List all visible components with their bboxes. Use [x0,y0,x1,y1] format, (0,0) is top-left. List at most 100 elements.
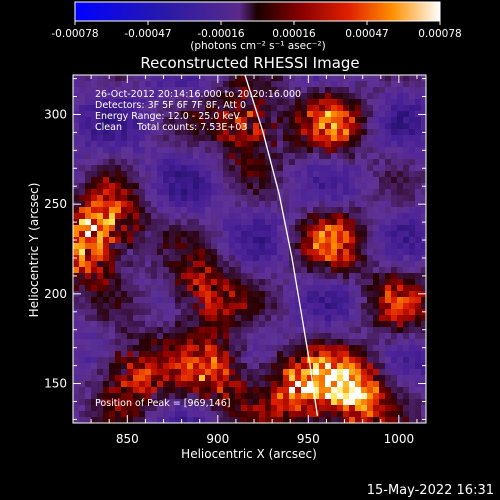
heatmap-cell [97,375,103,381]
heatmap-cell [319,147,325,153]
heatmap-cell [325,399,331,405]
heatmap-cell [409,219,415,225]
heatmap-cell [229,375,235,381]
heatmap-cell [217,339,223,345]
heatmap-cell [229,393,235,399]
heatmap-cell [223,261,229,267]
heatmap-cell [307,267,313,273]
heatmap-cell [397,345,403,351]
heatmap-cell [103,105,109,111]
heatmap-cell [355,399,361,405]
heatmap-cell [277,135,283,141]
heatmap-cell [301,261,307,267]
heatmap-cell [409,339,415,345]
heatmap-cell [133,381,139,387]
heatmap-cell [151,87,157,93]
heatmap-cell [247,237,253,243]
heatmap-cell [313,375,319,381]
heatmap-cell [277,339,283,345]
heatmap-cell [409,201,415,207]
heatmap-cell [349,147,355,153]
heatmap-cell [235,237,241,243]
heatmap-cell [151,255,157,261]
heatmap-cell [127,351,133,357]
heatmap-cell [409,237,415,243]
heatmap-cell [325,159,331,165]
heatmap-cell [103,75,109,81]
heatmap-cell [121,243,127,249]
heatmap-cell [85,141,91,147]
heatmap-cell [241,219,247,225]
heatmap-cell [103,81,109,87]
heatmap-cell [355,309,361,315]
heatmap-cell [397,357,403,363]
heatmap-cell [379,111,385,117]
heatmap-cell [169,231,175,237]
heatmap-cell [157,225,163,231]
heatmap-cell [241,117,247,123]
heatmap-cell [265,321,271,327]
heatmap-cell [373,333,379,339]
heatmap-cell [235,291,241,297]
heatmap-cell [229,315,235,321]
heatmap-cell [199,177,205,183]
heatmap-cell [295,117,301,123]
heatmap-cell [103,111,109,117]
heatmap-cell [331,381,337,387]
heatmap-cell [259,183,265,189]
heatmap-cell [385,171,391,177]
heatmap-cell [259,105,265,111]
heatmap-cell [205,363,211,369]
heatmap-cell [379,213,385,219]
heatmap-cell [175,243,181,249]
heatmap-cell [349,369,355,375]
heatmap-cell [145,171,151,177]
heatmap-cell [325,267,331,273]
heatmap-cell [313,81,319,87]
heatmap-cell [343,117,349,123]
heatmap-cell [265,369,271,375]
heatmap-cell [289,375,295,381]
heatmap-cell [199,237,205,243]
heatmap-cell [73,171,79,177]
heatmap-cell [295,285,301,291]
heatmap-cell [193,393,199,399]
heatmap-cell [175,405,181,411]
heatmap-cell [355,177,361,183]
heatmap-cell [79,213,85,219]
heatmap-cell [295,315,301,321]
heatmap-cell [349,399,355,405]
heatmap-cell [385,291,391,297]
heatmap-cell [289,87,295,93]
heatmap-cell [73,261,79,267]
heatmap-cell [337,303,343,309]
heatmap-cell [313,417,319,423]
heatmap-cell [217,99,223,105]
heatmap-cell [145,387,151,393]
heatmap-cell [343,303,349,309]
heatmap-cell [229,87,235,93]
heatmap-cell [133,195,139,201]
heatmap-cell [337,345,343,351]
heatmap-cell [103,303,109,309]
heatmap-cell [415,369,421,375]
heatmap-cell [127,171,133,177]
heatmap-cell [229,369,235,375]
heatmap-cell [421,321,426,327]
heatmap-cell [319,297,325,303]
heatmap-cell [145,249,151,255]
heatmap-cell [241,123,247,129]
heatmap-cell [271,375,277,381]
heatmap-cell [331,201,337,207]
annotation-energy-range: Energy Range: 12.0 - 25.0 keV [95,111,240,122]
heatmap-cell [391,171,397,177]
heatmap-cell [157,243,163,249]
heatmap-cell [271,381,277,387]
heatmap-cell [79,303,85,309]
heatmap-cell [265,117,271,123]
heatmap-cell [85,213,91,219]
heatmap-cell [421,339,426,345]
heatmap-cell [145,243,151,249]
heatmap-cell [229,417,235,423]
heatmap-cell [289,303,295,309]
